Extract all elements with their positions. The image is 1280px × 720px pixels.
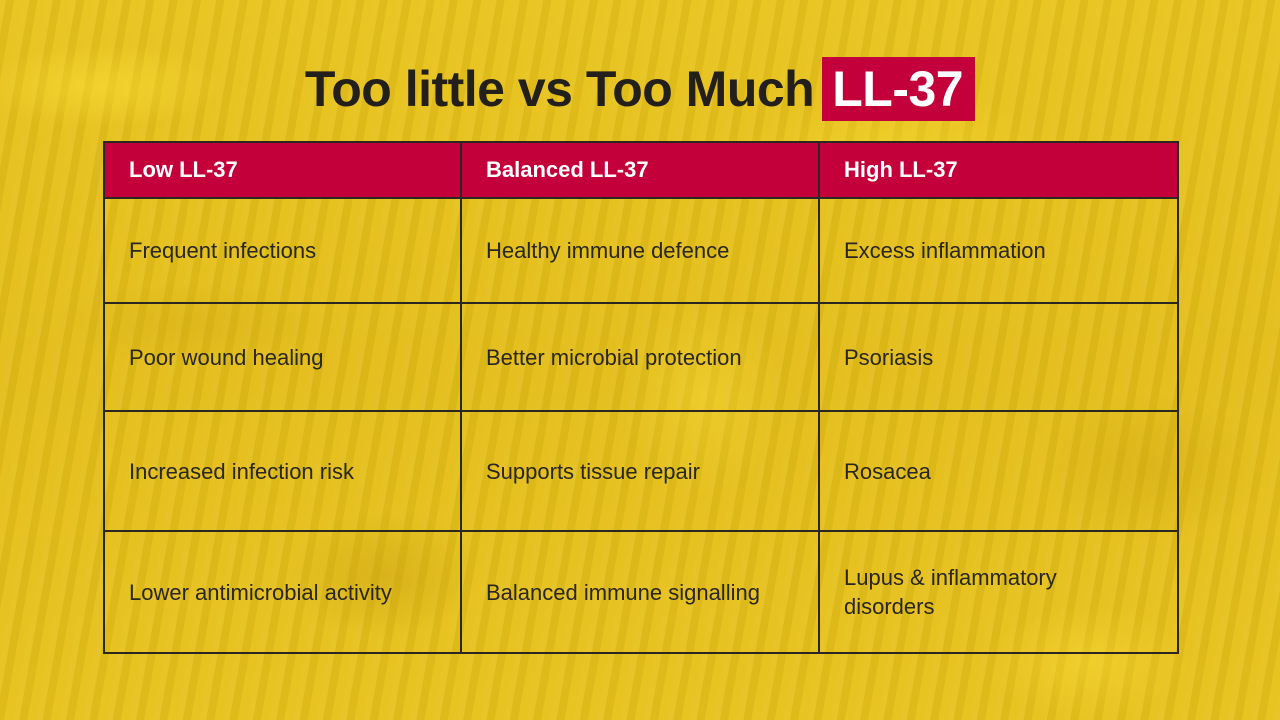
table-row: Frequent infections Healthy immune defen… <box>103 197 1179 304</box>
table-cell: Psoriasis <box>818 302 1179 412</box>
header-high: High LL-37 <box>818 141 1179 199</box>
header-low: Low LL-37 <box>103 141 462 199</box>
table-cell: Lower antimicrobial activity <box>103 530 462 654</box>
title-main-text: Too little vs Too Much <box>304 60 815 117</box>
table-cell: Increased infection risk <box>103 410 462 532</box>
table-cell: Healthy immune defence <box>460 197 820 304</box>
comparison-table: Low LL-37 Balanced LL-37 High LL-37 Freq… <box>103 141 1179 654</box>
table-row: Increased infection risk Supports tissue… <box>103 410 1179 532</box>
table-cell: Lupus & inflammatory disorders <box>818 530 1179 654</box>
table-row: Poor wound healing Better microbial prot… <box>103 302 1179 412</box>
table-cell: Poor wound healing <box>103 302 462 412</box>
table-cell: Better microbial protection <box>460 302 820 412</box>
table-cell: Rosacea <box>818 410 1179 532</box>
table-cell: Frequent infections <box>103 197 462 304</box>
table-cell: Supports tissue repair <box>460 410 820 532</box>
slide-title: Too little vs Too Much LL-37 <box>0 56 1280 121</box>
header-balanced: Balanced LL-37 <box>460 141 820 199</box>
table-row: Lower antimicrobial activity Balanced im… <box>103 530 1179 654</box>
table-cell: Excess inflammation <box>818 197 1179 304</box>
title-highlight-badge: LL-37 <box>822 56 976 121</box>
table-header-row: Low LL-37 Balanced LL-37 High LL-37 <box>103 141 1179 199</box>
table-cell: Balanced immune signalling <box>460 530 820 654</box>
